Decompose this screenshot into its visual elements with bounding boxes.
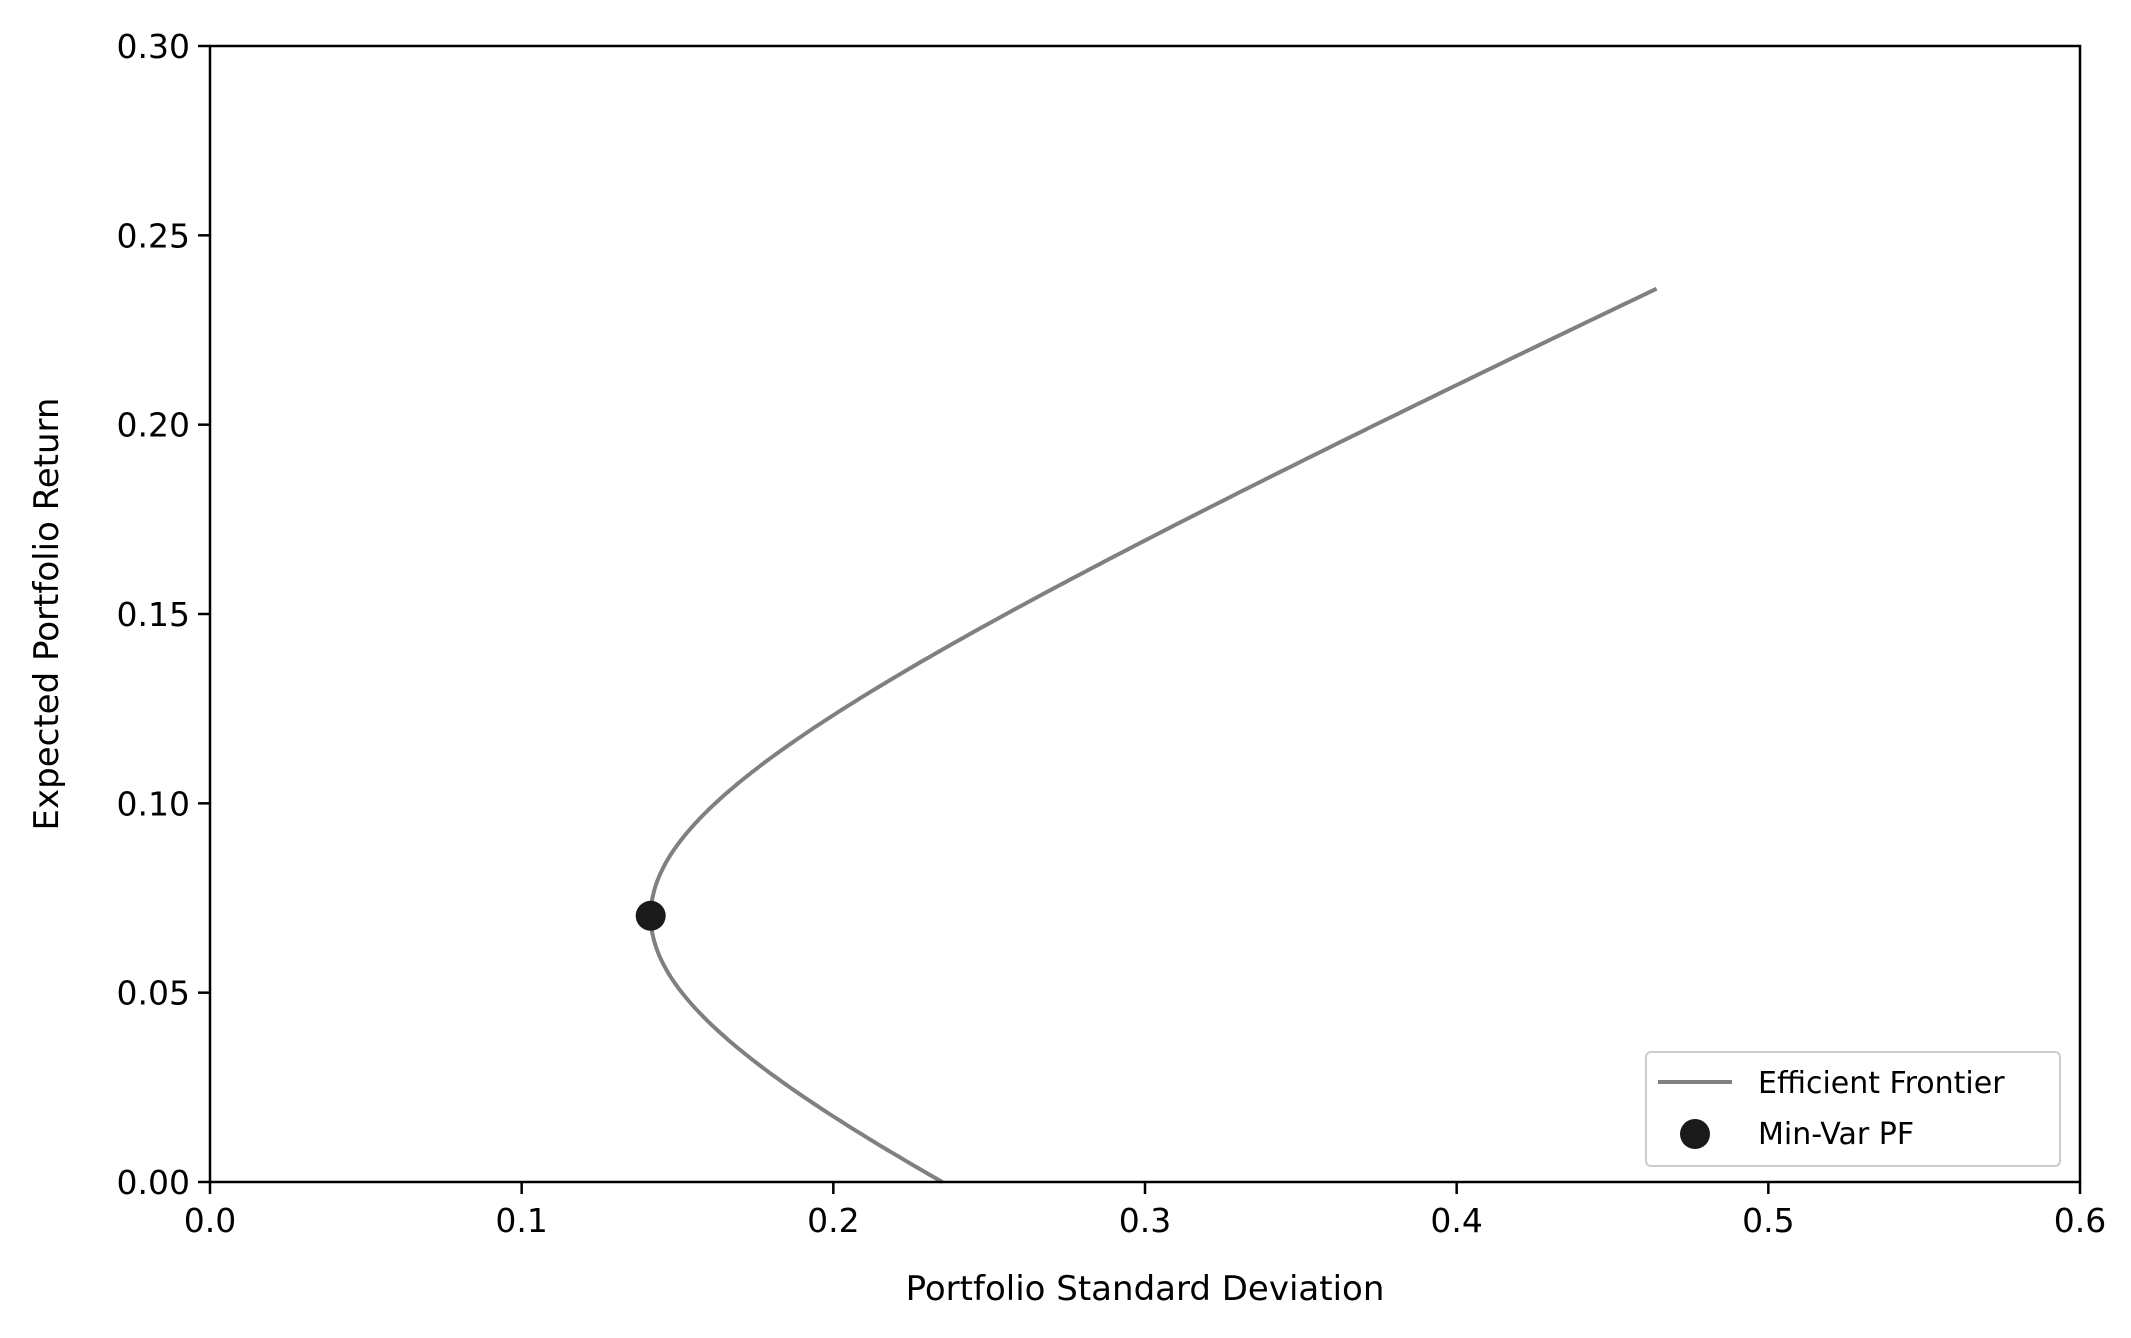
- legend-label-efficient-frontier: Efficient Frontier: [1758, 1066, 2005, 1101]
- legend-dot-swatch: [1680, 1119, 1710, 1149]
- plot-frame: [208, 44, 2082, 1184]
- min-var-pf-point: [635, 900, 666, 931]
- y-tick-label: 0.30: [117, 27, 190, 66]
- y-tick-label: 0.20: [117, 406, 190, 445]
- x-tick-label: 0.6: [2054, 1201, 2106, 1240]
- y-tick-label: 0.25: [117, 216, 190, 255]
- y-tick-label: 0.10: [117, 784, 190, 823]
- y-axis-title: Expected Portfolio Return: [27, 398, 67, 831]
- x-axis-title: Portfolio Standard Deviation: [906, 1269, 1385, 1309]
- legend-box: [1645, 1051, 2061, 1167]
- y-tick-label: 0.15: [117, 595, 190, 634]
- y-tick-label: 0.05: [117, 974, 190, 1013]
- legend-label-min-var-pf: Min-Var PF: [1758, 1117, 1914, 1152]
- x-tick-label: 0.5: [1742, 1201, 1794, 1240]
- x-tick-label: 0.0: [184, 1201, 236, 1240]
- x-tick-label: 0.4: [1430, 1201, 1482, 1240]
- series-layer: [635, 286, 1658, 1184]
- efficient-frontier-line: [648, 286, 1658, 1184]
- x-tick-label: 0.1: [495, 1201, 547, 1240]
- y-tick-label: 0.00: [117, 1163, 190, 1202]
- x-tick-label: 0.2: [807, 1201, 859, 1240]
- legend: Efficient Frontier Min-Var PF: [1645, 1051, 2061, 1167]
- ticks-layer: 0.0 0.1 0.2 0.3 0.4 0.5 0.6 0.00 0.05 0.10 0.15 0.2…: [117, 27, 2107, 1240]
- x-tick-label: 0.3: [1119, 1201, 1171, 1240]
